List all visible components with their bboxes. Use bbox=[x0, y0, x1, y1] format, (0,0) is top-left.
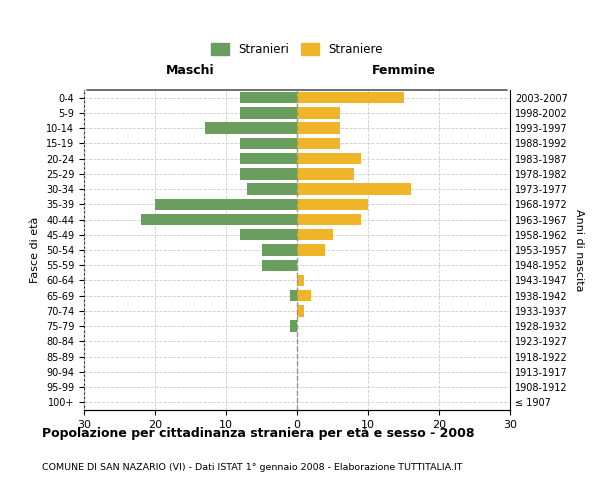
Bar bbox=[290, 320, 297, 332]
Bar bbox=[297, 168, 354, 179]
Bar bbox=[297, 122, 340, 134]
Bar bbox=[297, 229, 332, 240]
Bar bbox=[297, 198, 368, 210]
Y-axis label: Fasce di età: Fasce di età bbox=[31, 217, 40, 283]
Text: Maschi: Maschi bbox=[166, 64, 215, 77]
Bar bbox=[297, 153, 361, 164]
Bar bbox=[240, 92, 297, 104]
Legend: Stranieri, Straniere: Stranieri, Straniere bbox=[206, 38, 388, 61]
Text: COMUNE DI SAN NAZARIO (VI) - Dati ISTAT 1° gennaio 2008 - Elaborazione TUTTITALI: COMUNE DI SAN NAZARIO (VI) - Dati ISTAT … bbox=[42, 462, 463, 471]
Bar bbox=[262, 244, 297, 256]
Bar bbox=[297, 244, 325, 256]
Bar bbox=[297, 184, 410, 195]
Bar bbox=[297, 214, 361, 225]
Bar bbox=[297, 138, 340, 149]
Bar bbox=[290, 290, 297, 302]
Bar bbox=[247, 184, 297, 195]
Bar bbox=[262, 260, 297, 271]
Text: Femmine: Femmine bbox=[371, 64, 436, 77]
Bar bbox=[297, 275, 304, 286]
Text: Popolazione per cittadinanza straniera per età e sesso - 2008: Popolazione per cittadinanza straniera p… bbox=[42, 428, 475, 440]
Bar bbox=[205, 122, 297, 134]
Bar bbox=[240, 107, 297, 118]
Bar bbox=[141, 214, 297, 225]
Y-axis label: Anni di nascita: Anni di nascita bbox=[574, 209, 584, 291]
Bar bbox=[297, 92, 404, 104]
Bar bbox=[297, 305, 304, 316]
Bar bbox=[297, 290, 311, 302]
Bar bbox=[297, 107, 340, 118]
Bar bbox=[240, 153, 297, 164]
Bar bbox=[240, 229, 297, 240]
Bar bbox=[240, 168, 297, 179]
Bar bbox=[240, 138, 297, 149]
Bar bbox=[155, 198, 297, 210]
